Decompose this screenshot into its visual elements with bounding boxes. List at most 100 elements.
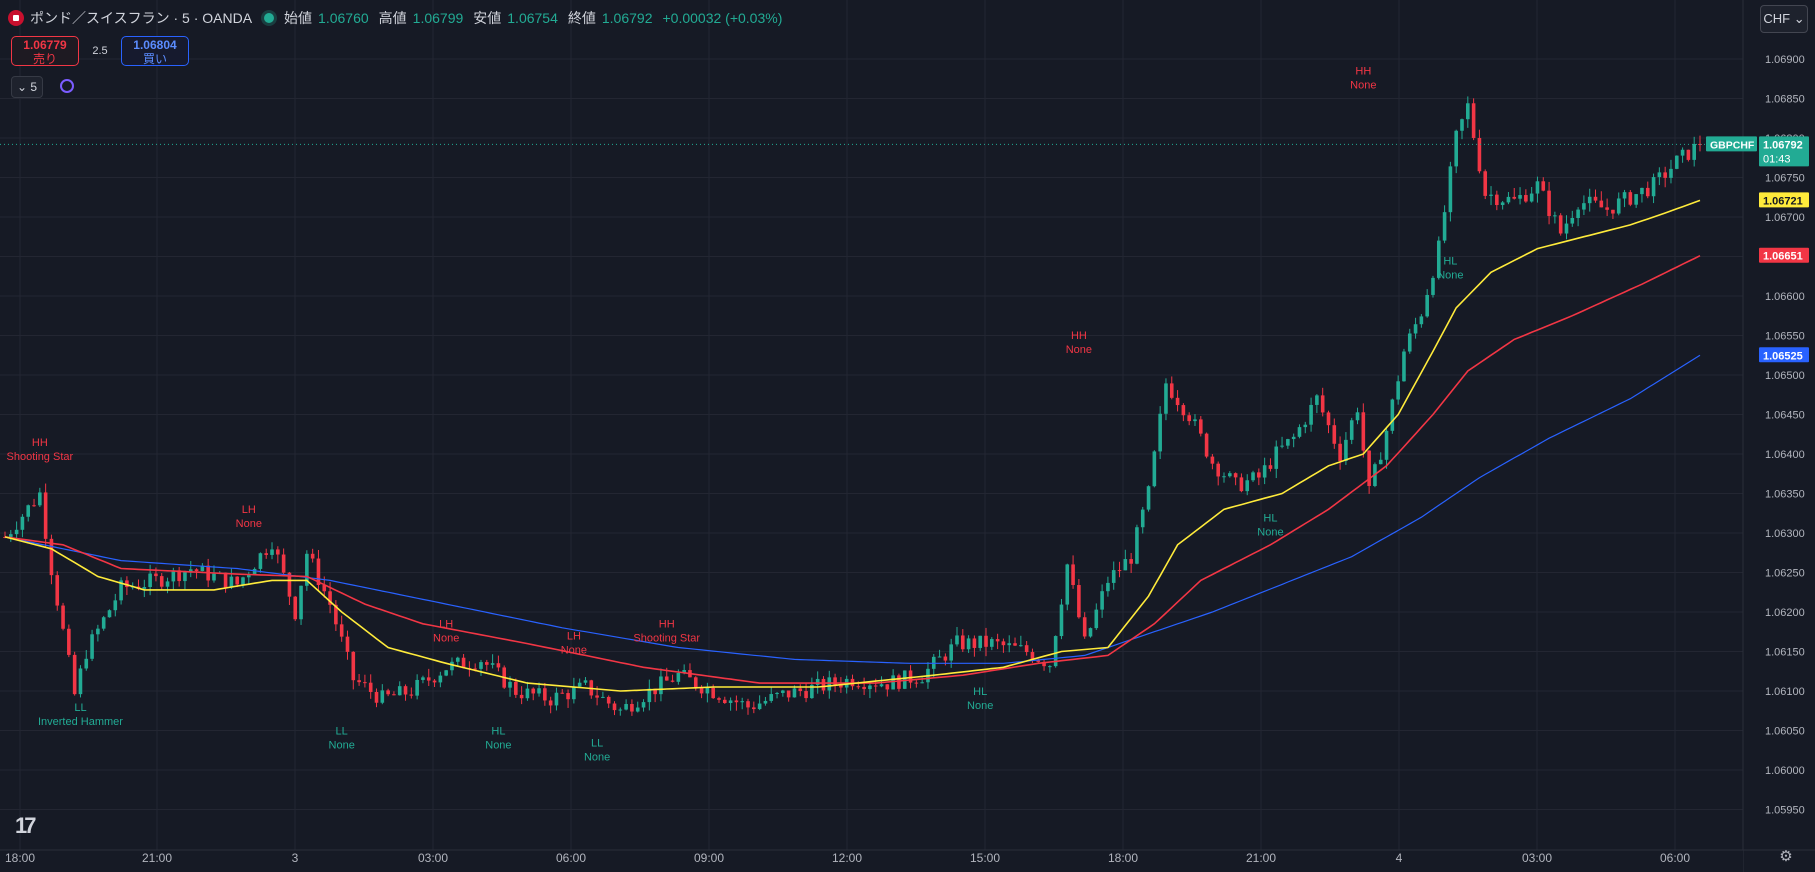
annotation-label: None [1437, 270, 1463, 282]
candle [212, 565, 216, 583]
candle [1094, 603, 1099, 630]
candle [357, 674, 361, 686]
candle [1512, 188, 1517, 200]
candle [1129, 553, 1133, 573]
annotation-label: HL [1443, 256, 1457, 268]
candle [624, 699, 628, 711]
gear-icon[interactable]: ⚙ [1779, 848, 1793, 865]
candle [293, 596, 298, 622]
candle [43, 483, 48, 549]
candle [84, 650, 89, 671]
currency-selector[interactable]: CHF ⌄ [1760, 5, 1808, 33]
candle [1332, 418, 1337, 449]
market-open-status-icon [264, 13, 275, 23]
time-tick-label: 4 [1396, 851, 1403, 865]
swing-annotations: HH Shooting Star LL Inverted Hammer LH None LL… [7, 66, 1464, 764]
candle [1413, 317, 1418, 339]
candle [1349, 417, 1354, 445]
candle [781, 689, 785, 697]
candle [107, 609, 112, 618]
annotation-label: None [584, 751, 610, 763]
ma-fast-line [4, 199, 1701, 692]
candle [1291, 433, 1296, 448]
candle [1425, 289, 1429, 318]
candle [1535, 176, 1540, 203]
candle [1222, 472, 1226, 483]
price-tick-label: 1.06500 [1765, 370, 1805, 382]
countdown-label: 01:43 [1763, 153, 1791, 165]
candle [1454, 129, 1458, 174]
open-label: 始値 [284, 10, 313, 26]
candle [276, 546, 280, 564]
interval-toggle[interactable]: ⌄ 5 [11, 76, 43, 98]
price-tick-label: 1.06350 [1765, 489, 1805, 501]
price-tick-label: 1.06600 [1765, 291, 1805, 303]
candle [113, 593, 118, 617]
candle [1640, 187, 1644, 203]
candle [20, 514, 25, 538]
candle [1390, 398, 1395, 434]
price-tick-label: 1.06250 [1765, 568, 1805, 580]
candle [1669, 159, 1673, 184]
candle [1657, 167, 1662, 186]
buy-button[interactable]: 1.06804 買い [121, 36, 189, 66]
candle [1616, 192, 1621, 216]
price-axis[interactable]: 1.069001.068501.068001.067501.067001.066… [1706, 0, 1815, 872]
candle [1367, 450, 1371, 494]
candle [1506, 192, 1511, 205]
candle [1082, 612, 1087, 639]
candle [1198, 416, 1203, 437]
candle [345, 630, 350, 660]
candle [310, 548, 315, 563]
candle [601, 691, 605, 699]
candle [55, 571, 60, 611]
candle [229, 568, 234, 590]
candle [1651, 173, 1656, 204]
annotation-label: None [1350, 80, 1376, 92]
annotation-label: HH [32, 437, 48, 449]
candle [1303, 421, 1308, 434]
price-tick-label: 1.06200 [1765, 607, 1805, 619]
candle [270, 542, 274, 560]
candle [746, 698, 750, 715]
time-tick-label: 09:00 [694, 851, 724, 865]
candle [72, 651, 77, 696]
time-tick-label: 3 [292, 851, 299, 865]
candle [955, 626, 959, 647]
annotation-label: HL [1263, 512, 1277, 524]
candle [519, 686, 524, 705]
candle [1361, 403, 1366, 458]
candle [897, 673, 901, 692]
spread-value: 2.5 [92, 45, 108, 57]
symbol-title[interactable]: ポンド／スイスフラン · 5 · OANDA [30, 10, 253, 26]
candle [1518, 187, 1522, 205]
candle [1257, 468, 1261, 486]
annotation-label: None [329, 740, 355, 752]
close-value: 1.06792 [601, 10, 653, 26]
candle [1251, 470, 1255, 483]
tradingview-logo[interactable]: 17 [15, 813, 37, 838]
price-label: 1.06525 [1759, 347, 1809, 363]
candle [1541, 177, 1546, 192]
sell-button[interactable]: 1.06779 売り [11, 36, 79, 66]
time-axis[interactable]: 18:00 21:00 3 03:00 06:00 09:00 12:00 15:00 18:0… [0, 849, 1815, 872]
candle [1326, 410, 1331, 434]
trade-panel: 1.06779 売り 2.5 1.06804 買い [11, 36, 189, 66]
candle [496, 655, 501, 672]
candle [223, 572, 228, 593]
candle [1378, 452, 1383, 465]
candle [775, 691, 779, 699]
candle [1622, 189, 1627, 208]
svg-text:1.06651: 1.06651 [1763, 251, 1803, 263]
sync-icon[interactable] [60, 79, 74, 93]
candle [461, 654, 466, 669]
candle [1309, 397, 1313, 432]
candle [1442, 205, 1447, 244]
svg-text:1.06525: 1.06525 [1763, 350, 1803, 362]
candle [397, 681, 402, 696]
candle [1680, 147, 1685, 163]
time-tick-label: 06:00 [556, 851, 586, 865]
price-label: 1.06792 01:43 GBPCHF [1706, 136, 1809, 167]
buy-label: 買い [142, 52, 167, 66]
